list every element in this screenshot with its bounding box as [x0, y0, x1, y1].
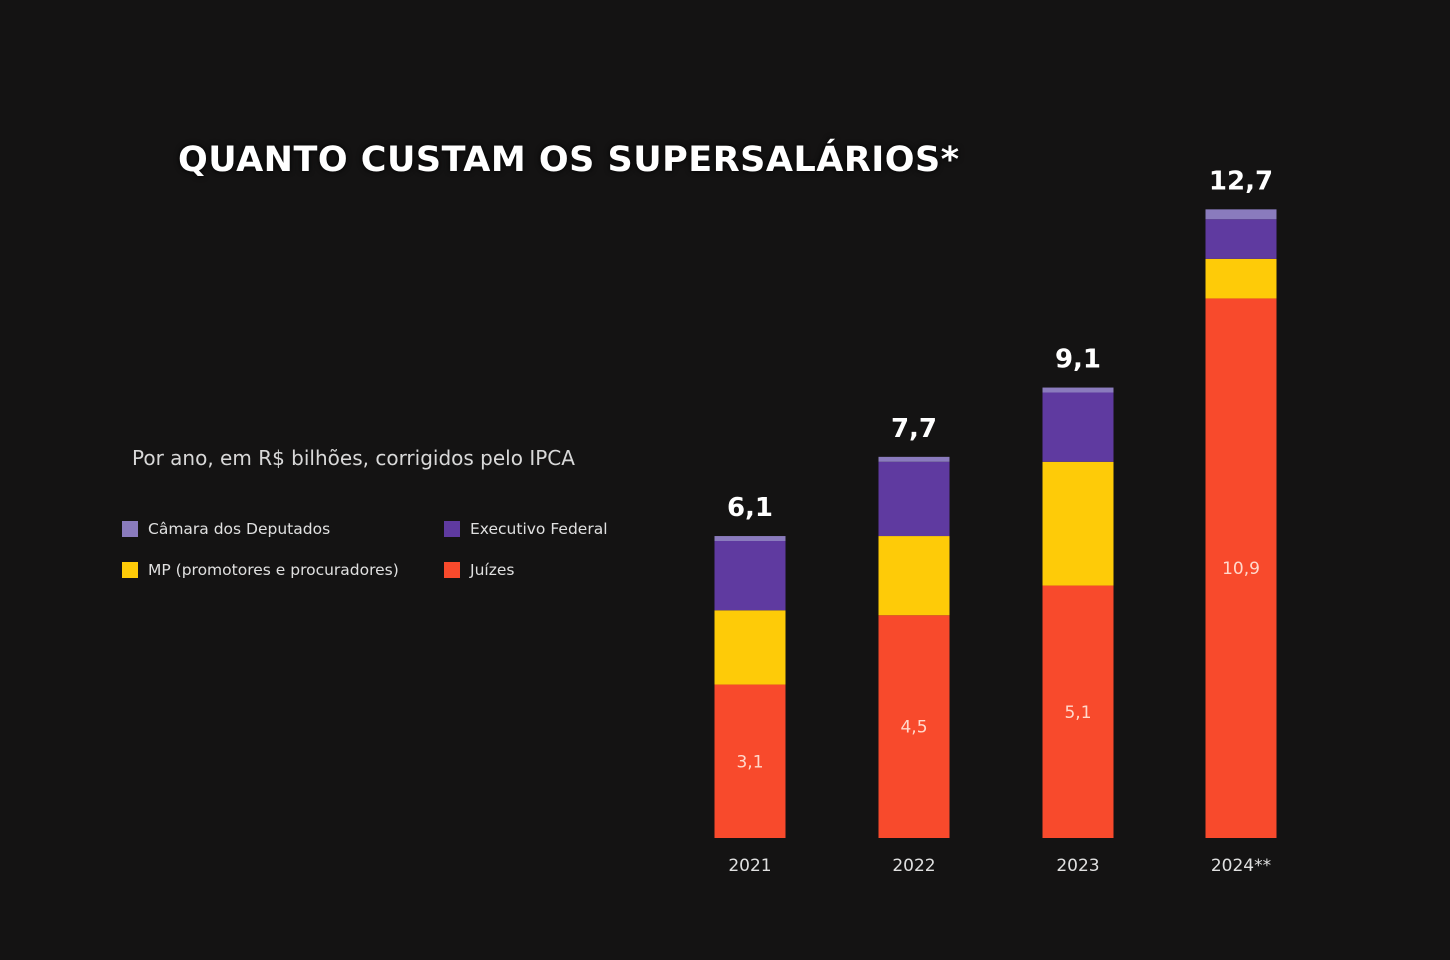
- legend-swatch: [444, 562, 460, 578]
- legend-item-camara: Câmara dos Deputados: [122, 520, 330, 538]
- total-label: 6,1: [727, 493, 773, 523]
- chart-title: QUANTO CUSTAM OS SUPERSALÁRIOS*: [178, 140, 960, 180]
- legend-label: Câmara dos Deputados: [148, 520, 331, 538]
- bar-segment: [1042, 387, 1114, 393]
- legend-label: Juízes: [470, 561, 515, 579]
- data-label: 4,5: [900, 718, 927, 738]
- legend-item-juizes: Juízes: [444, 561, 514, 579]
- bar-segment: [1205, 209, 1277, 220]
- bar-segment: [878, 461, 950, 537]
- bar-segment: [714, 541, 786, 611]
- legend-swatch: [444, 521, 460, 537]
- bar-segment: [1205, 298, 1277, 838]
- bar-segment: [714, 610, 786, 685]
- bar-segment: [878, 615, 950, 838]
- bar-segment: [878, 536, 950, 616]
- legend-swatch: [122, 521, 138, 537]
- data-label: 5,1: [1064, 703, 1091, 723]
- x-tick-label: 2023: [1056, 856, 1099, 876]
- legend-swatch: [122, 562, 138, 578]
- legend-item-mp: MP (promotores e procuradores): [122, 561, 399, 579]
- bar-segment: [1205, 219, 1277, 259]
- bar-segment: [714, 536, 786, 541]
- bar-segment: [1042, 461, 1114, 586]
- bar-segment: [878, 456, 950, 462]
- data-label: 3,1: [736, 752, 763, 772]
- x-tick-label: 2021: [728, 856, 771, 876]
- bar-segment: [1205, 258, 1277, 299]
- total-label: 9,1: [1055, 345, 1101, 375]
- bar-segment: [714, 684, 786, 838]
- legend-label: Executivo Federal: [470, 520, 608, 538]
- bar-segment: [1042, 585, 1114, 838]
- bar-segment: [1042, 392, 1114, 462]
- total-label: 7,7: [891, 414, 937, 444]
- chart-subtitle: Por ano, em R$ bilhões, corrigidos pelo …: [132, 446, 575, 470]
- legend-item-executivo: Executivo Federal: [444, 520, 608, 538]
- x-tick-label: 2024**: [1211, 856, 1271, 876]
- total-label: 12,7: [1209, 166, 1273, 196]
- data-label: 10,9: [1222, 559, 1260, 579]
- x-tick-label: 2022: [892, 856, 935, 876]
- legend-label: MP (promotores e procuradores): [148, 561, 399, 579]
